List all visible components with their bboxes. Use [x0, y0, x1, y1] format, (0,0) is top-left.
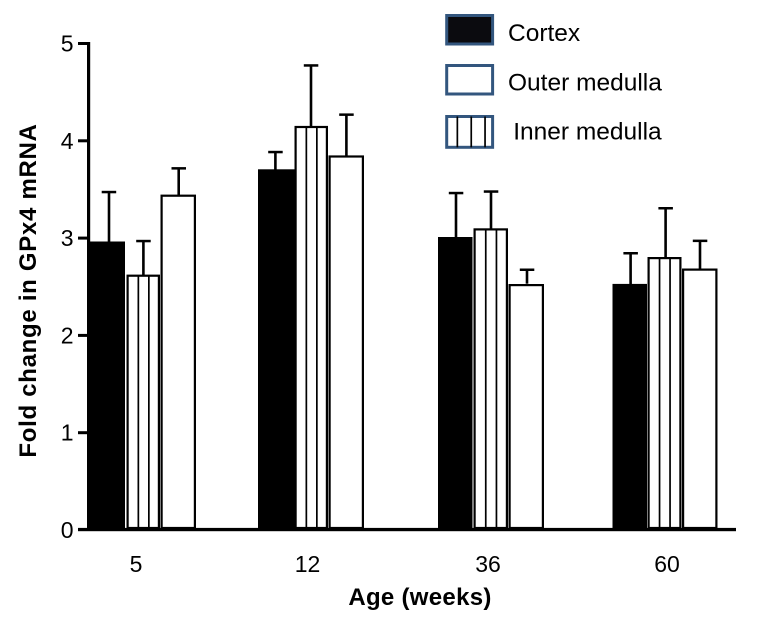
svg-text:Cortex: Cortex [508, 20, 580, 47]
svg-text:36: 36 [475, 551, 501, 577]
svg-text:Age (weeks): Age (weeks) [348, 584, 491, 611]
svg-text:Inner medulla: Inner medulla [513, 118, 662, 145]
svg-text:0: 0 [61, 517, 74, 543]
svg-text:12: 12 [295, 551, 321, 577]
svg-text:5: 5 [130, 551, 143, 577]
svg-text:2: 2 [61, 322, 74, 348]
svg-text:3: 3 [61, 225, 74, 251]
svg-text:60: 60 [654, 551, 680, 577]
svg-text:Outer medulla: Outer medulla [508, 69, 662, 96]
svg-text:Fold change in GPx4 mRNA: Fold change in GPx4 mRNA [15, 123, 42, 457]
svg-text:5: 5 [61, 31, 74, 57]
svg-text:1: 1 [61, 420, 74, 446]
svg-text:4: 4 [61, 128, 74, 154]
